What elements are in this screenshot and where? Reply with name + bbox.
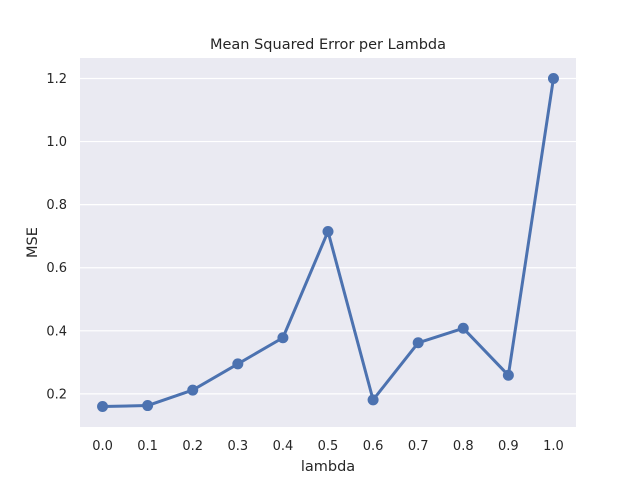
series-group <box>97 73 559 412</box>
x-tick-label: 0.3 <box>227 439 248 454</box>
data-point <box>277 332 289 344</box>
data-point <box>457 322 469 334</box>
plot-area <box>80 58 576 427</box>
data-point <box>367 394 379 406</box>
x-tick-label: 1.0 <box>543 439 564 454</box>
x-tick-label: 0.0 <box>92 439 113 454</box>
y-axis-label: MSE <box>25 227 41 258</box>
x-tick-labels: 0.0 0.1 0.2 0.3 0.4 0.5 0.6 0.7 0.8 0.9 1.0 <box>92 439 564 454</box>
y-tick-labels: 0.2 0.4 0.6 0.8 1.0 1.2 <box>46 72 67 402</box>
data-point <box>502 369 514 381</box>
data-point <box>322 225 334 237</box>
x-tick-label: 0.8 <box>453 439 474 454</box>
x-tick-label: 0.6 <box>363 439 384 454</box>
x-tick-label: 0.9 <box>498 439 519 454</box>
chart-title: Mean Squared Error per Lambda <box>210 37 446 53</box>
y-tick-label: 0.4 <box>46 324 67 339</box>
grid-lines <box>80 77 576 395</box>
x-tick-label: 0.5 <box>318 439 339 454</box>
x-tick-label: 0.2 <box>182 439 203 454</box>
y-tick-label: 0.2 <box>46 387 67 402</box>
data-point <box>187 384 199 396</box>
y-tick-label: 1.0 <box>46 135 67 150</box>
data-point <box>412 337 424 349</box>
data-point <box>97 401 109 412</box>
y-tick-label: 0.6 <box>46 261 67 276</box>
data-point <box>232 358 244 370</box>
data-point <box>142 400 154 412</box>
x-tick-label: 0.1 <box>137 439 158 454</box>
x-tick-label: 0.4 <box>273 439 294 454</box>
y-tick-label: 1.2 <box>46 72 67 87</box>
y-tick-label: 0.8 <box>46 198 67 213</box>
x-tick-label: 0.7 <box>408 439 429 454</box>
data-point <box>547 73 559 84</box>
x-axis-label: lambda <box>301 459 355 475</box>
